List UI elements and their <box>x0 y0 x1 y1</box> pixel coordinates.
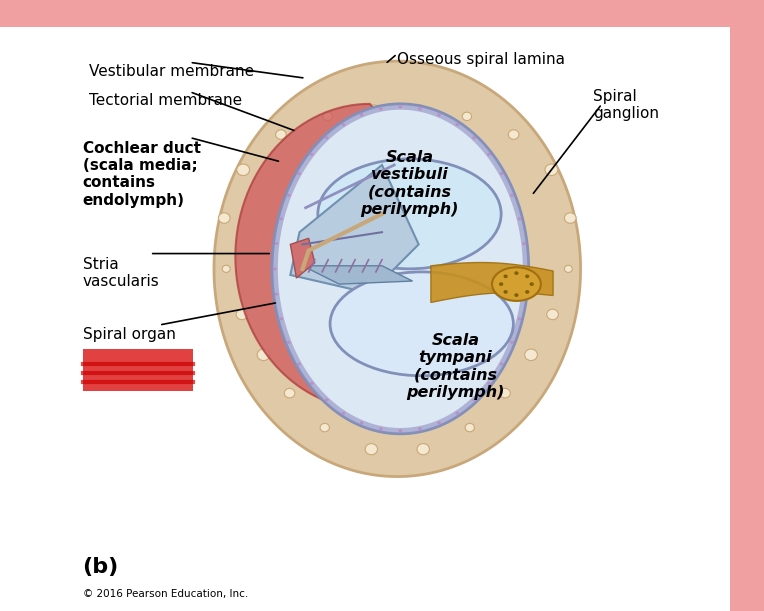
Ellipse shape <box>465 423 474 432</box>
Text: Osseous spiral lamina: Osseous spiral lamina <box>397 52 565 67</box>
Text: Stria
vascularis: Stria vascularis <box>83 257 160 289</box>
Ellipse shape <box>342 123 345 126</box>
Ellipse shape <box>545 164 558 175</box>
Text: Vestibular membrane: Vestibular membrane <box>89 64 254 79</box>
Ellipse shape <box>518 218 521 221</box>
Ellipse shape <box>529 282 534 286</box>
Ellipse shape <box>508 130 519 139</box>
Ellipse shape <box>565 265 572 273</box>
Ellipse shape <box>525 349 537 360</box>
Ellipse shape <box>325 136 329 139</box>
Ellipse shape <box>399 429 402 433</box>
Ellipse shape <box>365 444 377 455</box>
Polygon shape <box>431 263 553 302</box>
Ellipse shape <box>510 194 513 197</box>
Ellipse shape <box>437 113 441 116</box>
Ellipse shape <box>462 112 471 120</box>
Ellipse shape <box>547 309 558 320</box>
Ellipse shape <box>360 113 364 116</box>
Ellipse shape <box>487 153 490 156</box>
Polygon shape <box>303 266 413 284</box>
Ellipse shape <box>455 412 459 415</box>
Ellipse shape <box>287 341 290 344</box>
Text: Scala
vestibuli
(contains
perilymph): Scala vestibuli (contains perilymph) <box>361 150 458 217</box>
Ellipse shape <box>257 349 270 360</box>
Ellipse shape <box>514 271 519 275</box>
Ellipse shape <box>274 268 277 270</box>
Ellipse shape <box>280 317 283 320</box>
Ellipse shape <box>510 341 513 344</box>
Ellipse shape <box>222 265 230 273</box>
Ellipse shape <box>399 105 402 108</box>
Ellipse shape <box>503 274 508 278</box>
Ellipse shape <box>310 153 313 156</box>
Text: © 2016 Pearson Education, Inc.: © 2016 Pearson Education, Inc. <box>83 589 248 599</box>
Polygon shape <box>290 165 419 293</box>
Ellipse shape <box>492 268 541 301</box>
Ellipse shape <box>514 293 519 297</box>
Ellipse shape <box>487 382 490 385</box>
Ellipse shape <box>472 136 476 139</box>
Ellipse shape <box>237 164 250 175</box>
Ellipse shape <box>523 242 526 245</box>
Ellipse shape <box>455 123 459 126</box>
Text: Scala
tympani
(contains
perilymph): Scala tympani (contains perilymph) <box>406 333 504 400</box>
Ellipse shape <box>287 194 290 197</box>
Ellipse shape <box>500 389 510 398</box>
Ellipse shape <box>275 242 278 245</box>
Ellipse shape <box>236 309 248 320</box>
Ellipse shape <box>418 108 422 111</box>
Ellipse shape <box>518 317 521 320</box>
Ellipse shape <box>323 112 332 120</box>
Ellipse shape <box>523 293 526 296</box>
Ellipse shape <box>472 398 476 401</box>
Ellipse shape <box>500 362 503 365</box>
Text: Tectorial membrane: Tectorial membrane <box>89 93 242 108</box>
Ellipse shape <box>330 272 513 376</box>
Ellipse shape <box>342 412 345 415</box>
Ellipse shape <box>310 382 313 385</box>
Ellipse shape <box>524 268 527 270</box>
Bar <box>83 349 193 391</box>
Text: (b): (b) <box>83 557 119 577</box>
Ellipse shape <box>565 213 576 223</box>
Ellipse shape <box>284 389 295 398</box>
Text: Spiral organ: Spiral organ <box>83 327 176 342</box>
Ellipse shape <box>368 105 380 116</box>
Polygon shape <box>290 238 315 278</box>
Ellipse shape <box>379 427 383 430</box>
Polygon shape <box>235 104 504 409</box>
Ellipse shape <box>219 213 230 223</box>
Ellipse shape <box>414 105 426 116</box>
Polygon shape <box>272 104 529 434</box>
Ellipse shape <box>280 218 283 221</box>
Ellipse shape <box>525 290 529 294</box>
Ellipse shape <box>318 159 501 269</box>
Ellipse shape <box>275 293 278 296</box>
Ellipse shape <box>503 290 508 294</box>
Ellipse shape <box>500 172 503 175</box>
Ellipse shape <box>320 423 329 432</box>
Ellipse shape <box>297 362 301 365</box>
Ellipse shape <box>499 282 503 286</box>
Ellipse shape <box>417 444 429 455</box>
Ellipse shape <box>360 422 364 425</box>
Ellipse shape <box>276 130 286 139</box>
Ellipse shape <box>418 427 422 430</box>
Ellipse shape <box>525 274 529 278</box>
Ellipse shape <box>379 108 383 111</box>
Ellipse shape <box>437 422 441 425</box>
Polygon shape <box>214 61 581 477</box>
Ellipse shape <box>325 398 329 401</box>
Text: Cochlear duct
(scala media;
contains
endolymph): Cochlear duct (scala media; contains end… <box>83 141 201 208</box>
Text: Spiral
ganglion: Spiral ganglion <box>593 89 659 121</box>
Ellipse shape <box>297 172 301 175</box>
